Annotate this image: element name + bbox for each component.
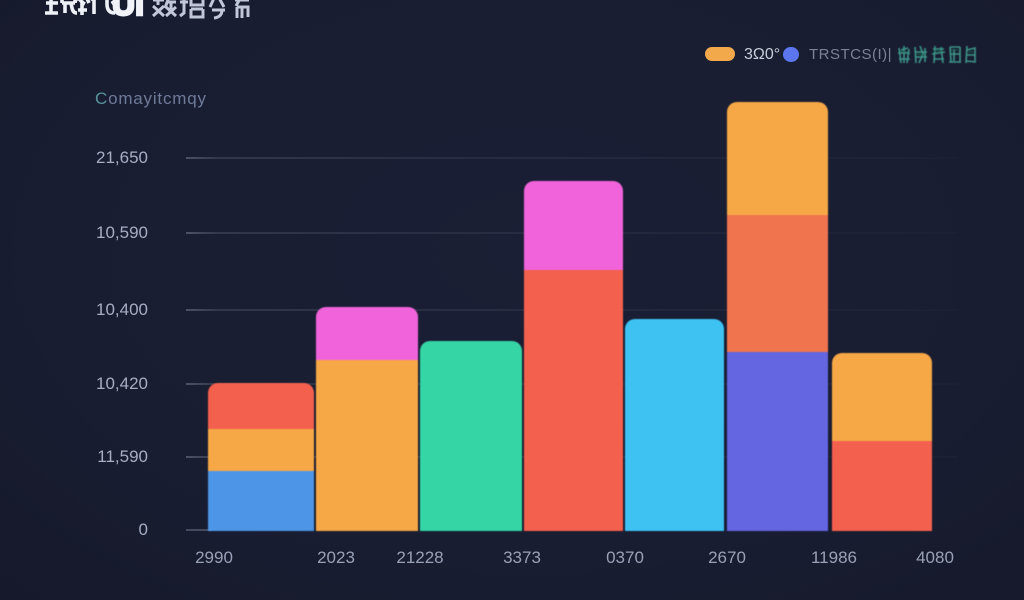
- svg-text:UI: UI: [112, 0, 144, 20]
